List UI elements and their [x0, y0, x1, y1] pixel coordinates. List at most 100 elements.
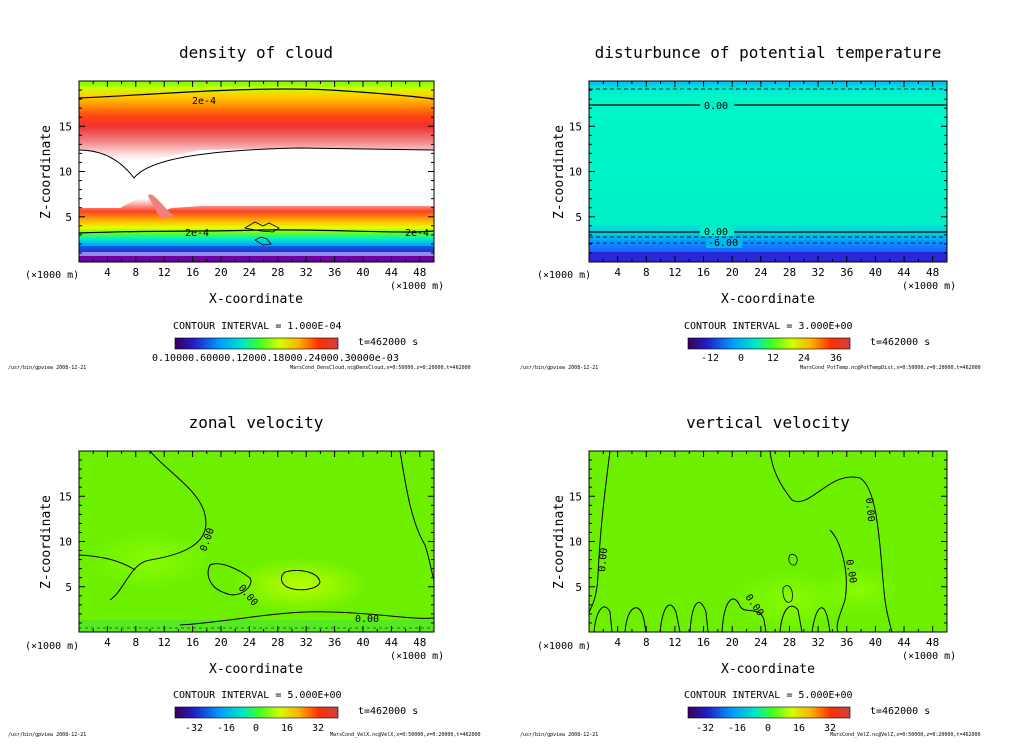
contour-label: 0.00 [704, 101, 728, 112]
x-tick-label: 44 [385, 636, 399, 649]
x-tick-label: 12 [158, 636, 171, 649]
x-tick-label: 4 [614, 636, 621, 649]
colorbar-tick: 24 [798, 353, 810, 364]
y-axis-label: Z-coordinate [552, 125, 567, 219]
x-tick-label: 48 [926, 636, 939, 649]
x-tick-label: 20 [214, 636, 227, 649]
x-tick-label: 12 [158, 266, 171, 279]
x-tick-label: 24 [754, 636, 768, 649]
x-unit-left: (×1000 m) [25, 270, 79, 281]
colorbar-ticks: -32 -16 0 16 32 [696, 723, 836, 734]
x-tick-label: 36 [840, 636, 853, 649]
footer-right: MarsCond_PotTemp.nc@PotTempDist,x=0:5000… [800, 365, 981, 371]
colorbar-tick: 12 [767, 353, 779, 364]
colorbar-labels: 0.10000.60000.12000.18000.24000.30000e-0… [152, 353, 399, 364]
x-tick-label: 44 [897, 266, 911, 279]
panel-density-of-cloud: density of cloud 2e-4 2e-4 2e-4 4 8 12 16 20… [8, 43, 471, 371]
heatmap-field [589, 81, 947, 262]
x-tick-label: 24 [243, 266, 257, 279]
y-tick-label: 5 [575, 581, 582, 594]
footer-right: MarsCond_VelZ.nc@VelZ,x=0:50000,z=0:2000… [830, 732, 981, 738]
heatmap-field [79, 451, 434, 632]
y-tick-label: 5 [575, 211, 582, 224]
y-tick-label: 5 [65, 211, 72, 224]
colorbar-tick: 16 [793, 723, 805, 734]
y-tick-label: 15 [569, 490, 582, 503]
contour-interval: CONTOUR INTERVAL = 1.000E-04 [173, 321, 342, 332]
footer-left: /usr/bin/gpview 2008-12-21 [8, 732, 86, 738]
colorbar-tick: -16 [217, 723, 235, 734]
time-label: t=462000 s [358, 337, 418, 348]
x-tick-label: 8 [643, 636, 650, 649]
x-tick-label: 24 [754, 266, 768, 279]
colorbar [174, 337, 339, 350]
x-tick-label: 36 [840, 266, 853, 279]
x-tick-label: 32 [300, 636, 313, 649]
footer-right: MarsCond_DensCloud.nc@DensCloud,x=0:5000… [290, 365, 471, 371]
x-tick-label: 28 [783, 266, 796, 279]
contour-label: 0.00 [843, 559, 858, 585]
y-tick-label: 10 [59, 166, 72, 179]
x-tick-label: 8 [132, 266, 139, 279]
contour-label: 2e-4 [405, 228, 429, 239]
x-tick-label: 32 [300, 266, 313, 279]
x-tick-label: 44 [897, 636, 911, 649]
time-label: t=462000 s [870, 706, 930, 717]
contour-label: 0.00 [355, 614, 379, 625]
x-tick-label: 36 [328, 636, 341, 649]
colorbar-tick: 36 [830, 353, 842, 364]
y-axis-label: Z-coordinate [552, 495, 567, 589]
heatmap-field [79, 81, 434, 262]
colorbar-tick: -32 [185, 723, 203, 734]
x-unit-right: (×1000 m) [902, 281, 956, 292]
x-tick-label: 48 [413, 636, 426, 649]
time-label: t=462000 s [870, 337, 930, 348]
footer-left: /usr/bin/gpview 2008-12-21 [520, 365, 598, 371]
x-tick-label: 16 [697, 266, 710, 279]
colorbar [174, 706, 339, 719]
x-axis-label: X-coordinate [721, 292, 815, 307]
contour-label: -6.00 [708, 238, 738, 249]
x-tick-label: 16 [186, 636, 199, 649]
x-tick-label: 44 [385, 266, 399, 279]
x-tick-label: 48 [926, 266, 939, 279]
x-unit-left: (×1000 m) [537, 641, 591, 652]
contour-label: 2e-4 [185, 228, 209, 239]
panel-potential-temperature: disturbunce of potential temperature 0.0… [520, 43, 981, 371]
x-tick-label: 12 [668, 266, 681, 279]
x-tick-label: 28 [271, 266, 284, 279]
colorbar [687, 706, 851, 719]
y-tick-label: 10 [569, 166, 582, 179]
time-label: t=462000 s [358, 706, 418, 717]
y-tick-label: 10 [59, 536, 72, 549]
y-tick-label: 15 [59, 120, 72, 133]
footer-left: /usr/bin/gpview 2008-12-21 [520, 732, 598, 738]
x-tick-label: 28 [271, 636, 284, 649]
contour-label: 0.00 [863, 497, 876, 522]
x-tick-label: 16 [697, 636, 710, 649]
footer-left: /usr/bin/gpview 2008-12-21 [8, 365, 86, 371]
y-tick-label: 5 [65, 581, 72, 594]
colorbar-tick: -16 [728, 723, 746, 734]
chart-title: disturbunce of potential temperature [595, 43, 942, 62]
x-tick-label: 12 [668, 636, 681, 649]
x-axis-label: X-coordinate [209, 292, 303, 307]
chart-title: zonal velocity [189, 413, 324, 432]
x-tick-label: 24 [243, 636, 257, 649]
x-unit-right: (×1000 m) [390, 281, 444, 292]
x-unit-right: (×1000 m) [902, 651, 956, 662]
colorbar-ticks: -12 0 12 24 36 [701, 353, 842, 364]
colorbar-ticks: -32 -16 0 16 32 [185, 723, 324, 734]
x-unit-left: (×1000 m) [25, 641, 79, 652]
x-axis-label: X-coordinate [209, 662, 303, 677]
x-tick-label: 48 [413, 266, 426, 279]
chart-title: density of cloud [179, 43, 333, 62]
x-tick-label: 16 [186, 266, 199, 279]
colorbar [687, 337, 851, 350]
x-unit-left: (×1000 m) [537, 270, 591, 281]
y-tick-label: 15 [569, 120, 582, 133]
footer-right: MarsCond_VelX.nc@VelX,x=0:50000,z=0:2000… [330, 732, 481, 738]
colorbar-tick: 16 [281, 723, 293, 734]
x-tick-label: 20 [726, 266, 739, 279]
